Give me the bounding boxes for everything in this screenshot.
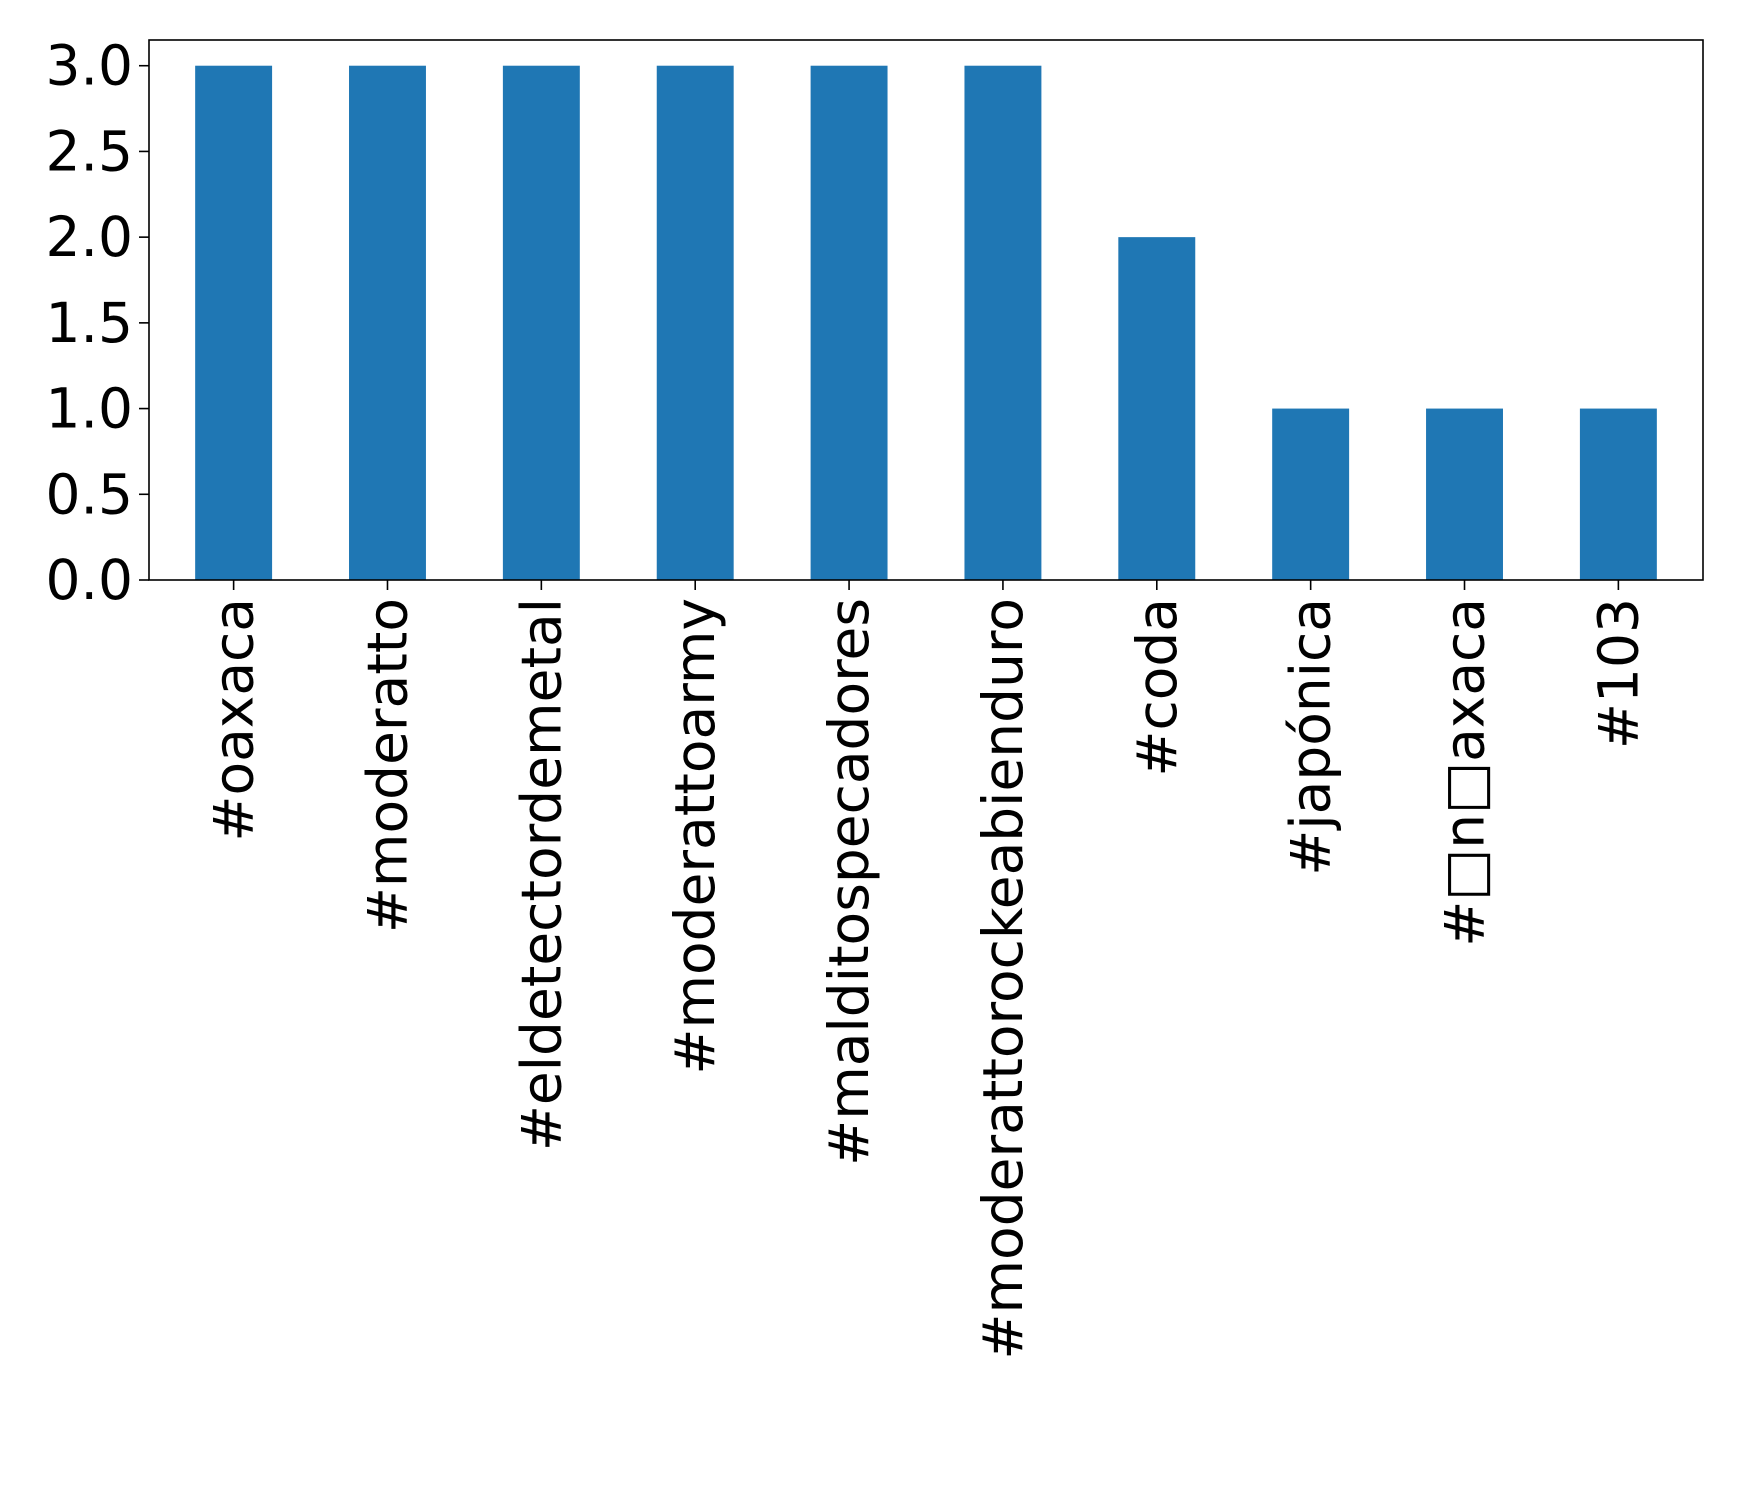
x-tick-label-8: #□n□axaca [1433, 598, 1497, 947]
bar-0 [195, 65, 273, 580]
bar-1 [349, 65, 426, 580]
bar-3 [656, 65, 734, 580]
y-tick-label-3: 1.5 [46, 291, 133, 355]
bar-4 [810, 65, 888, 580]
bar-8 [1426, 408, 1503, 580]
y-tick-label-6: 3.0 [46, 34, 133, 98]
x-tick-label-9: #103 [1586, 598, 1650, 749]
x-tick-label-3: #moderattoarmy [663, 598, 727, 1075]
y-tick-label-2: 1.0 [46, 377, 133, 441]
bar-6 [1118, 237, 1196, 580]
x-tick-label-4: #malditospecadores [817, 598, 881, 1166]
y-axis: 0.0 0.5 1.0 1.5 2.0 2.5 3.0 [46, 34, 149, 612]
x-tick-label-0: #oaxaca [202, 598, 266, 842]
x-tick-label-6: #coda [1125, 598, 1189, 777]
x-tick-label-5: #moderattorockeabienduro [971, 598, 1035, 1360]
bar-5 [964, 65, 1042, 580]
x-tick-label-2: #eldetectordemetal [509, 598, 573, 1151]
y-tick-label-4: 2.0 [46, 205, 133, 269]
y-tick-label-1: 0.5 [46, 462, 133, 526]
x-axis: #oaxaca #moderatto #eldetectordemetal #mode… [202, 580, 1650, 1360]
bar-7 [1272, 408, 1350, 580]
x-tick-label-1: #moderatto [355, 598, 419, 933]
bar-9 [1579, 408, 1657, 580]
y-tick-label-5: 2.5 [46, 119, 133, 183]
y-tick-label-0: 0.0 [46, 548, 133, 612]
x-tick-label-7: #japónica [1279, 598, 1343, 876]
bar-2 [502, 65, 580, 580]
bars-group [195, 65, 1657, 580]
plot-frame [148, 39, 1704, 581]
